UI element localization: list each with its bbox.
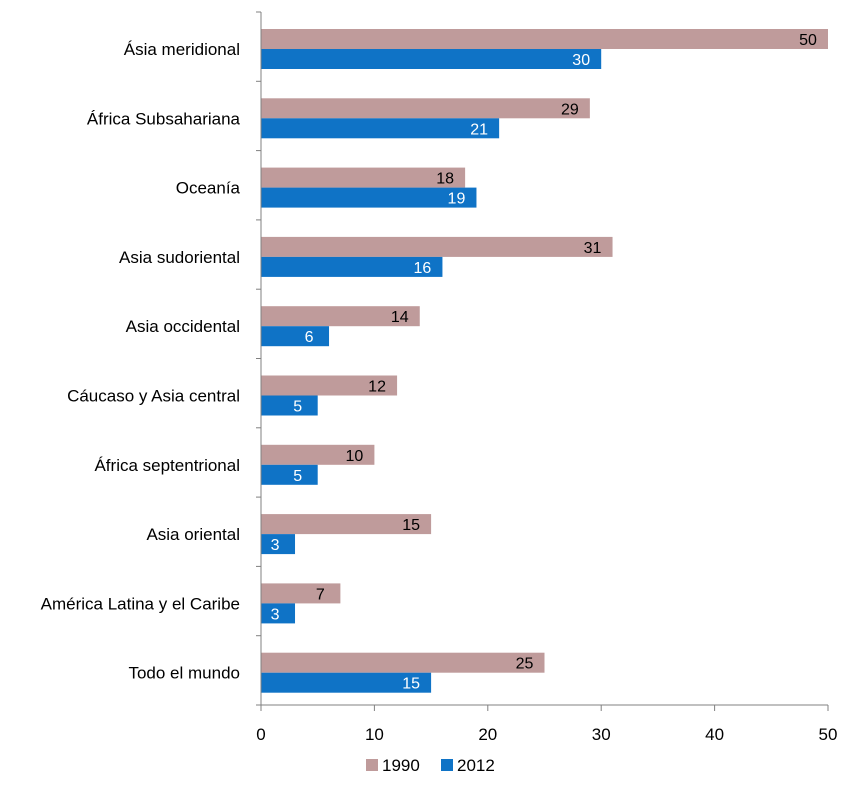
category-label: Ásia meridional <box>124 40 240 59</box>
bar-2012-1 <box>261 118 500 139</box>
data-label-1990-8: 7 <box>316 586 325 603</box>
data-label-1990-6: 10 <box>346 448 364 465</box>
category-label: Cáucaso y Asia central <box>67 387 240 406</box>
bar-1990-3 <box>261 236 613 257</box>
data-label-1990-4: 14 <box>391 309 409 326</box>
bar-1990-4 <box>261 306 420 327</box>
data-label-2012-7: 3 <box>271 537 280 554</box>
bar-2012-9 <box>261 672 432 693</box>
category-label: Asia occidental <box>126 317 240 336</box>
legend: 1990 2012 <box>366 756 495 775</box>
data-label-2012-2: 19 <box>448 191 466 208</box>
category-label: Todo el mundo <box>128 664 240 683</box>
bar-2012-6 <box>261 464 318 485</box>
legend-label: 1990 <box>382 756 420 775</box>
category-label: América Latina y el Caribe <box>41 594 240 613</box>
data-label-2012-9: 15 <box>402 676 420 693</box>
data-label-1990-0: 50 <box>799 32 817 49</box>
data-label-1990-7: 15 <box>402 517 420 534</box>
bar-2012-8 <box>261 603 296 624</box>
bar-2012-5 <box>261 395 318 416</box>
data-label-1990-5: 12 <box>368 379 386 396</box>
x-tick-label: 20 <box>478 725 497 744</box>
bar-2012-4 <box>261 326 330 347</box>
category-label: Asia oriental <box>146 525 240 544</box>
bar-2012-7 <box>261 534 296 555</box>
data-label-2012-3: 16 <box>414 260 432 277</box>
x-tick-label: 50 <box>819 725 838 744</box>
legend-label: 2012 <box>457 756 495 775</box>
legend-swatch-1990 <box>366 759 378 771</box>
data-label-1990-2: 18 <box>436 171 454 188</box>
data-label-1990-1: 29 <box>561 101 579 118</box>
data-label-2012-6: 5 <box>293 468 302 485</box>
data-label-2012-0: 30 <box>572 52 590 69</box>
category-label: África septentrional <box>94 456 240 475</box>
data-label-1990-9: 25 <box>516 656 534 673</box>
bar-1990-9 <box>261 652 545 673</box>
data-label-1990-3: 31 <box>584 240 602 257</box>
data-label-2012-5: 5 <box>293 399 302 416</box>
x-tick-label: 30 <box>592 725 611 744</box>
bar-1990-0 <box>261 29 828 49</box>
bar-2012-3 <box>261 256 443 277</box>
bar-2012-2 <box>261 187 477 208</box>
bars-layer <box>261 29 828 693</box>
legend-swatch-2012 <box>441 759 453 771</box>
bar-1990-8 <box>261 583 341 604</box>
data-label-2012-4: 6 <box>305 329 314 346</box>
x-tick-label: 10 <box>365 725 384 744</box>
data-label-2012-8: 3 <box>271 606 280 623</box>
x-tick-label: 40 <box>705 725 724 744</box>
bar-1990-2 <box>261 167 466 188</box>
data-label-2012-1: 21 <box>470 121 488 138</box>
category-label: Asia sudoriental <box>119 248 240 267</box>
category-label: Oceanía <box>176 179 241 198</box>
x-tick-label: 0 <box>256 725 265 744</box>
bar-1990-5 <box>261 375 398 396</box>
bar-2012-0 <box>261 49 602 69</box>
category-label: África Subsahariana <box>87 109 241 128</box>
bar-1990-7 <box>261 514 432 535</box>
bar-1990-1 <box>261 98 590 119</box>
axes <box>256 11 829 711</box>
bar-1990-6 <box>261 444 375 465</box>
